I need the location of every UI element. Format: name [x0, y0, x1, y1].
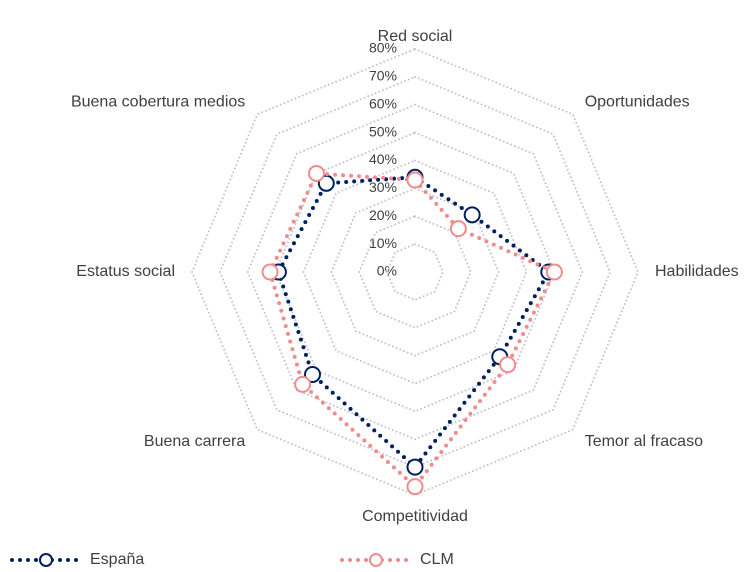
legend-label: España	[90, 551, 144, 568]
y-tick-label: 70%	[369, 68, 397, 84]
grid-line	[358, 215, 472, 329]
y-tick-label: 80%	[369, 40, 397, 56]
category-label: Buena carrera	[144, 433, 245, 450]
series-marker	[294, 375, 312, 393]
series-marker	[499, 356, 517, 374]
series-marker	[307, 164, 325, 182]
series-marker	[261, 263, 279, 281]
legend-marker	[39, 553, 53, 567]
y-tick-label: 10%	[369, 235, 397, 251]
grid-line	[190, 47, 640, 497]
series-marker	[463, 206, 481, 224]
y-tick-label: 40%	[369, 151, 397, 167]
legend-marker	[369, 553, 383, 567]
series-marker	[449, 220, 467, 238]
category-label: Competitividad	[362, 508, 468, 525]
y-tick-label: 60%	[369, 95, 397, 111]
series-line	[267, 171, 558, 490]
y-tick-label: 50%	[369, 123, 397, 139]
y-tick-label: 30%	[369, 179, 397, 195]
category-label: Oportunidades	[585, 94, 690, 111]
category-label: Estatus social	[76, 263, 175, 280]
category-label: Temor al fracaso	[585, 433, 703, 450]
grid-line	[302, 159, 528, 385]
series-line	[276, 175, 552, 471]
grid-line	[386, 243, 444, 301]
series-marker	[545, 263, 563, 281]
category-label: Buena cobertura medios	[71, 94, 245, 111]
grid-line	[330, 187, 500, 357]
category-label: Red social	[378, 28, 453, 45]
legend-item: CLM	[340, 551, 454, 568]
series-marker	[304, 365, 322, 383]
grid-line	[218, 75, 612, 469]
series-marker	[406, 478, 424, 496]
category-label: Habilidades	[655, 263, 739, 280]
grid-line	[246, 103, 584, 441]
y-tick-label: 0%	[377, 263, 397, 279]
grid-line	[274, 131, 556, 413]
series-marker	[406, 171, 424, 189]
series-marker	[406, 458, 424, 476]
legend-label: CLM	[420, 551, 454, 568]
legend-item: España	[10, 551, 144, 568]
y-tick-label: 20%	[369, 207, 397, 223]
